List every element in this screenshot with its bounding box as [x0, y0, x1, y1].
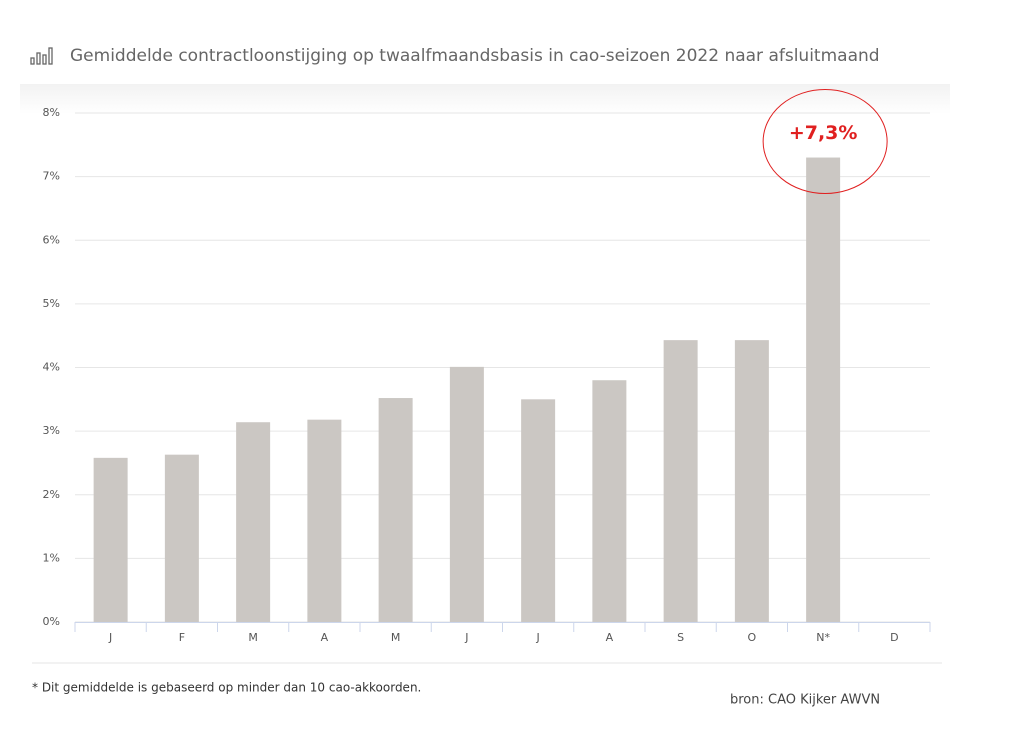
bar: [449, 366, 484, 622]
y-tick-label: 7%: [43, 170, 60, 183]
x-tick-label: M: [391, 631, 401, 644]
bar: [307, 419, 342, 622]
y-tick-label: 0%: [43, 615, 60, 628]
x-tick-label: S: [677, 631, 684, 644]
y-tick-label: 3%: [43, 424, 60, 437]
y-tick-label: 4%: [43, 361, 60, 374]
y-tick-label: 5%: [43, 297, 60, 310]
annotation-circle: [762, 89, 888, 195]
x-tick-label: A: [606, 631, 614, 644]
bar: [236, 422, 271, 622]
x-tick-label: J: [536, 631, 540, 644]
footnote: * Dit gemiddelde is gebaseerd op minder …: [32, 681, 421, 695]
chart-icon: [30, 47, 53, 65]
y-tick-label: 2%: [43, 488, 60, 501]
y-tick-label: 8%: [43, 106, 60, 119]
annotation: +7,3%: [789, 122, 858, 144]
x-tick-label: O: [748, 631, 757, 644]
y-tick-label: 1%: [43, 551, 60, 564]
bar: [663, 340, 698, 622]
x-tick-label: A: [321, 631, 329, 644]
bar: [806, 157, 841, 622]
source: bron: CAO Kijker AWVN: [730, 693, 880, 708]
x-tick-label: J: [464, 631, 468, 644]
x-tick-label: M: [248, 631, 258, 644]
bar: [521, 399, 556, 622]
chart-title: Gemiddelde contractloonstijging op twaal…: [70, 46, 880, 66]
bar: [164, 454, 199, 622]
x-tick-label: F: [179, 631, 185, 644]
x-tick-label: N*: [816, 631, 830, 644]
bar: [93, 457, 128, 622]
x-tick-label: J: [108, 631, 112, 644]
panel-top: [20, 84, 950, 114]
bar: [378, 398, 413, 622]
bar: [734, 340, 769, 622]
bar: [592, 380, 627, 622]
y-tick-label: 6%: [43, 233, 60, 246]
x-tick-label: D: [890, 631, 898, 644]
